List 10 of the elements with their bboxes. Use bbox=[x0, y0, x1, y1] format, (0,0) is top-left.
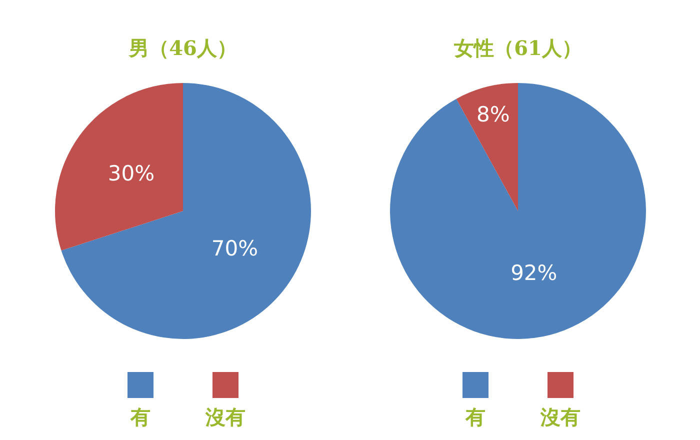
legend-label: 沒有 bbox=[540, 405, 580, 429]
data-label: 30% bbox=[108, 161, 155, 186]
legend-label: 沒有 bbox=[204, 405, 246, 429]
chart-title: 男（46人） bbox=[128, 36, 237, 60]
data-label: 92% bbox=[510, 260, 558, 285]
data-label: 70% bbox=[211, 236, 258, 261]
legend-label: 有 bbox=[464, 405, 486, 429]
chart-title: 女性（61人） bbox=[453, 36, 582, 60]
data-label: 8% bbox=[476, 102, 510, 126]
legend-label: 有 bbox=[130, 405, 150, 429]
